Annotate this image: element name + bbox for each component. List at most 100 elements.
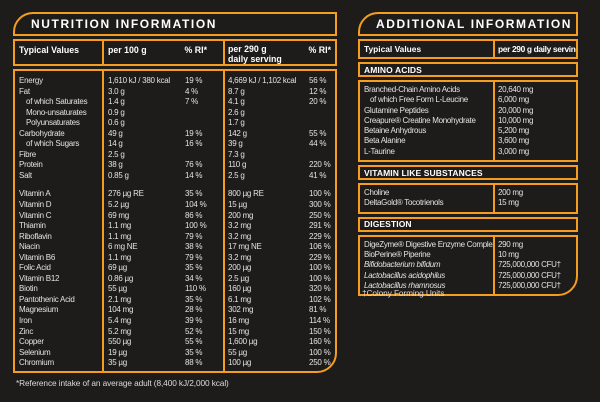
ingredient-label: Creapure® Creatine Monohydrate xyxy=(364,115,476,125)
per-100g-value: 550 µg xyxy=(108,337,132,347)
nutrient-label: Vitamin B12 xyxy=(19,273,60,283)
table-row: Copper 550 µg 55 % 1,600 µg 160 % xyxy=(15,337,335,348)
per-290g-value: 200 µg xyxy=(228,263,252,273)
per-290g-value: 160 µg xyxy=(228,284,252,294)
per-100g-ri: 39 % xyxy=(185,316,203,326)
per-100g-ri xyxy=(183,118,223,129)
per-100g-value: 1.4 g xyxy=(108,97,125,107)
table-row: Biotin 55 µg 110 % 160 µg 320 % xyxy=(15,284,335,295)
ingredient-label: DigeZyme® Digestive Enzyme Complex xyxy=(364,239,493,249)
table-row: Fibre 2.5 g 7.3 g xyxy=(15,150,335,161)
table-row: Iron 5.4 mg 39 % 16 mg 114 % xyxy=(15,316,335,327)
table-row: Vitamin A 276 µg RE 35 % 800 µg RE 100 % xyxy=(15,189,335,200)
per-100g-value: 69 mg xyxy=(108,210,129,220)
table-row: Magnesium 104 mg 28 % 302 mg 81 % xyxy=(15,305,335,316)
per-290g-value: 302 mg xyxy=(228,305,254,315)
nutrient-label: Mono-unsaturates xyxy=(26,107,87,117)
table-row: L-Taurine 3,000 mg xyxy=(360,147,576,157)
per-100g-value: 38 g xyxy=(108,160,123,170)
ingredient-label: Choline xyxy=(364,188,390,198)
additional-header-row: Typical Values per 290 g daily serving xyxy=(358,39,578,59)
per-100g-value: 3.0 g xyxy=(108,86,125,96)
header-per-100g: per 100 g % RI* xyxy=(102,41,223,64)
per-100g-value: 1.1 mg xyxy=(108,221,131,231)
column-divider xyxy=(223,71,225,371)
table-row: Energy 1,610 kJ / 380 kcal 19 % 4,669 kJ… xyxy=(15,76,335,87)
nutrient-label: Vitamin A xyxy=(19,189,51,199)
per-100g-ri xyxy=(183,150,223,161)
per-290g-ri xyxy=(309,118,335,129)
table-row: Polyunsaturates 0.6 g 1.7 g xyxy=(15,118,335,129)
ingredient-value: 10 mg xyxy=(498,249,519,259)
header-per-290g-daily-serving: per 290 g daily serving xyxy=(498,44,576,54)
per-290g-value: 100 µg xyxy=(228,358,252,368)
per-100g-ri: 19 % xyxy=(185,76,203,85)
per-290g-ri: 320 % xyxy=(309,284,331,294)
per-100g-ri: 100 % xyxy=(185,221,207,231)
header-typical-values: Typical Values xyxy=(19,45,79,55)
per-100g-value: 0.6 g xyxy=(108,118,125,128)
nutrient-label: Folic Acid xyxy=(19,263,51,273)
per-100g-ri: 34 % xyxy=(185,273,203,283)
per-100g-ri: 7 % xyxy=(185,97,199,107)
per-100g-ri: 79 % xyxy=(185,231,203,241)
ingredient-value: 725,000,000 CFU† xyxy=(498,260,561,270)
nutrient-label: Energy xyxy=(19,76,43,85)
section-heading-digestion: DIGESTION xyxy=(358,216,578,232)
reference-intake-footnote: *Reference intake of an average adult (8… xyxy=(16,378,229,388)
column-divider xyxy=(493,82,495,161)
table-row: Vitamin B12 0.86 µg 34 % 2.5 µg 100 % xyxy=(15,274,335,285)
per-100g-ri: 88 % xyxy=(185,358,203,368)
nutrient-label: Polyunsaturates xyxy=(26,118,80,128)
nutrient-label: Pantothenic Acid xyxy=(19,294,75,304)
table-row: Lactobacillus rhamnosus 725,000,000 CFU† xyxy=(360,281,576,291)
ingredient-value: 15 mg xyxy=(498,198,519,208)
nutrient-label: Iron xyxy=(19,316,32,326)
per-100g-value: 0.9 g xyxy=(108,107,125,117)
per-290g-ri: 250 % xyxy=(309,210,331,220)
per-290g-value: 1.7 g xyxy=(228,118,245,128)
table-row: Beta Alanine 3,600 mg xyxy=(360,136,576,146)
per-290g-ri: 100 % xyxy=(309,273,331,283)
nutrition-table-body: Energy 1,610 kJ / 380 kcal 19 % 4,669 kJ… xyxy=(13,69,337,373)
table-row: Niacin 6 mg NE 38 % 17 mg NE 106 % xyxy=(15,242,335,253)
per-290g-value: 110 g xyxy=(228,160,247,170)
per-290g-value: 3.2 mg xyxy=(228,221,251,231)
per-290g-ri: 56 % xyxy=(309,76,327,85)
per-290g-value: 3.2 mg xyxy=(228,252,251,262)
table-row: Bifidobacterium bifidum 725,000,000 CFU† xyxy=(360,260,576,270)
per-290g-ri: 41 % xyxy=(309,170,327,180)
per-290g-value: 16 mg xyxy=(228,316,249,326)
header-per-100g-label: per 100 g xyxy=(108,45,147,55)
table-row: Betaine Anhydrous 5,200 mg xyxy=(360,126,576,136)
column-divider xyxy=(493,41,495,57)
per-290g-ri: 114 % xyxy=(309,316,330,326)
header-ri-100g: % RI* xyxy=(184,45,208,55)
nutrition-header-row: Typical Values per 100 g % RI* per 290 g… xyxy=(13,39,337,66)
table-row: Vitamin B6 1.1 mg 79 % 3.2 mg 229 % xyxy=(15,253,335,264)
additional-title-box: ADDITIONAL INFORMATION xyxy=(358,12,578,36)
nutrient-label: of which Saturates xyxy=(26,97,88,107)
table-row: DigeZyme® Digestive Enzyme Complex 290 m… xyxy=(360,240,576,250)
ingredient-label: Bifidobacterium bifidum xyxy=(364,260,441,270)
nutrient-label: Zinc xyxy=(19,326,34,336)
per-290g-ri: 102 % xyxy=(309,294,331,304)
nutrition-information-panel: NUTRITION INFORMATION Typical Values per… xyxy=(13,12,337,373)
per-100g-ri: 86 % xyxy=(185,210,203,220)
per-290g-value: 8.7 g xyxy=(228,86,245,96)
table-row: Lactobacillus acidophilus 725,000,000 CF… xyxy=(360,271,576,281)
per-290g-value: 2.5 µg xyxy=(228,273,249,283)
per-100g-ri: 4 % xyxy=(185,86,199,96)
section-heading-vitamin-like-substances: VITAMIN LIKE SUBSTANCES xyxy=(358,165,578,181)
per-100g-ri: 35 % xyxy=(185,294,203,304)
nutrient-label: Carbohydrate xyxy=(19,128,65,138)
table-row: Protein 38 g 76 % 110 g 220 % xyxy=(15,160,335,171)
table-row: Branched-Chain Amino Acids 20,640 mg xyxy=(360,85,576,95)
nutrient-label: Vitamin D xyxy=(19,200,52,210)
per-290g-ri: 100 % xyxy=(309,347,331,357)
ingredient-value: 290 mg xyxy=(498,239,523,249)
ingredient-value: 6,000 mg xyxy=(498,95,529,105)
nutrition-title-box: NUTRITION INFORMATION xyxy=(13,12,337,36)
per-290g-ri: 12 % xyxy=(309,86,327,96)
